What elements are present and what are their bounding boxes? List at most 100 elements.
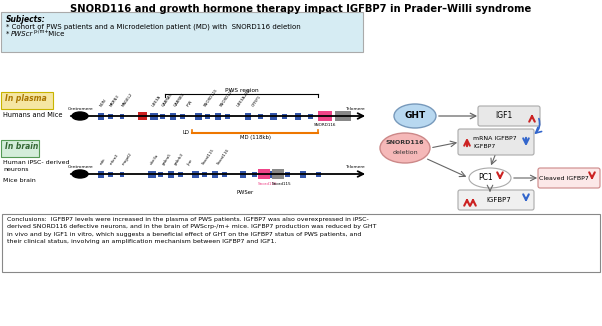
Text: *: * [6,31,11,37]
FancyBboxPatch shape [252,171,257,176]
FancyBboxPatch shape [202,171,207,176]
Text: deletion: deletion [392,150,418,155]
Text: LD: LD [182,130,189,136]
FancyBboxPatch shape [215,112,221,120]
Text: GABRB3: GABRB3 [173,93,185,108]
Text: ndn: ndn [99,157,107,166]
Text: gabrb3: gabrb3 [173,152,184,166]
Text: GABRA5: GABRA5 [161,93,173,108]
FancyBboxPatch shape [285,171,290,176]
Text: magel2: magel2 [121,152,132,166]
Ellipse shape [72,112,88,120]
Text: Mice brain: Mice brain [3,178,36,183]
FancyBboxPatch shape [458,190,534,210]
FancyBboxPatch shape [1,92,53,109]
Text: Mice: Mice [46,31,64,37]
FancyBboxPatch shape [150,112,158,120]
FancyBboxPatch shape [98,170,104,177]
Text: GHT: GHT [405,111,426,121]
FancyBboxPatch shape [160,113,165,118]
Text: mRNA IGFBP7: mRNA IGFBP7 [473,136,517,141]
Text: ube3a: ube3a [149,154,160,166]
Text: Snord116: Snord116 [216,148,230,166]
Text: NDN: NDN [99,98,107,108]
FancyBboxPatch shape [180,113,185,118]
FancyBboxPatch shape [120,171,124,176]
FancyBboxPatch shape [295,112,301,120]
Ellipse shape [394,104,436,128]
FancyBboxPatch shape [148,170,156,177]
Text: PWScr: PWScr [11,31,33,37]
FancyBboxPatch shape [335,111,351,121]
Text: SNORD116: SNORD116 [219,88,235,108]
FancyBboxPatch shape [212,170,218,177]
FancyBboxPatch shape [192,170,199,177]
Text: IPW: IPW [186,100,193,108]
FancyBboxPatch shape [478,106,540,126]
FancyBboxPatch shape [195,112,202,120]
Text: UBE3A-ATS: UBE3A-ATS [236,88,252,108]
FancyBboxPatch shape [98,112,104,120]
Text: SNORD116: SNORD116 [314,123,337,127]
Text: * Cohort of PWS patients and a Microdeletion patient (MD) with  SNORD116 deletio: * Cohort of PWS patients and a Microdele… [6,23,301,29]
FancyBboxPatch shape [240,170,246,177]
Text: In brain: In brain [5,142,39,151]
Text: Telomere: Telomere [346,107,365,111]
Text: neurons: neurons [3,167,28,172]
FancyBboxPatch shape [270,170,277,177]
Text: Telomere: Telomere [346,165,365,169]
Text: IGF1: IGF1 [495,111,513,121]
Text: Snord115: Snord115 [272,182,291,186]
Text: UBE3A: UBE3A [151,95,162,108]
FancyBboxPatch shape [143,112,147,120]
Text: In plasma: In plasma [5,94,47,103]
Text: SNORD116: SNORD116 [386,141,424,145]
Text: Ipw: Ipw [186,158,193,166]
FancyBboxPatch shape [108,113,113,118]
Text: mkrn3: mkrn3 [109,153,120,166]
Text: Human iPSC- derived: Human iPSC- derived [3,160,69,165]
Text: MAGEL2: MAGEL2 [121,93,134,108]
Text: CYFIP1: CYFIP1 [251,95,262,108]
FancyBboxPatch shape [170,112,176,120]
Text: MKRN3: MKRN3 [109,94,120,108]
Text: Cleaved IGFBP7: Cleaved IGFBP7 [539,175,589,181]
Text: gabra5: gabra5 [161,153,172,166]
Text: MD (118kb): MD (118kb) [240,135,270,140]
Text: Snord115: Snord115 [201,148,215,166]
FancyBboxPatch shape [225,113,230,118]
FancyBboxPatch shape [258,113,263,118]
Text: PWSer: PWSer [237,190,253,195]
Ellipse shape [469,168,511,188]
Text: p-/m+: p-/m+ [33,29,49,34]
Text: Subjects:: Subjects: [6,15,46,24]
FancyBboxPatch shape [538,168,600,188]
FancyBboxPatch shape [270,112,277,120]
FancyBboxPatch shape [2,214,600,272]
Text: Centromere: Centromere [68,107,94,111]
Text: Snord116: Snord116 [258,182,278,186]
FancyBboxPatch shape [300,170,306,177]
Text: Centromere: Centromere [68,165,94,169]
Text: Humans and Mice: Humans and Mice [3,112,63,118]
FancyBboxPatch shape [272,169,284,179]
FancyBboxPatch shape [282,113,287,118]
Ellipse shape [72,170,88,178]
FancyBboxPatch shape [245,112,251,120]
FancyBboxPatch shape [222,171,227,176]
FancyBboxPatch shape [308,113,313,118]
Text: PWS region: PWS region [225,88,258,93]
FancyBboxPatch shape [1,12,363,52]
Text: Conclusions:  IGFBP7 levels were increased in the plasma of PWS patients. IGFBP7: Conclusions: IGFBP7 levels were increase… [7,217,376,244]
Text: PC1: PC1 [479,173,493,183]
Text: IGFBP7: IGFBP7 [473,144,495,150]
FancyBboxPatch shape [458,129,534,155]
FancyBboxPatch shape [138,112,143,120]
FancyBboxPatch shape [178,171,183,176]
FancyBboxPatch shape [1,140,39,157]
FancyBboxPatch shape [158,171,163,176]
FancyBboxPatch shape [120,113,124,118]
Text: SNORD115: SNORD115 [203,88,219,108]
Text: SNORD116 and growth hormone therapy impact IGFBP7 in Prader–Willi syndrome: SNORD116 and growth hormone therapy impa… [70,4,532,14]
FancyBboxPatch shape [205,113,210,118]
